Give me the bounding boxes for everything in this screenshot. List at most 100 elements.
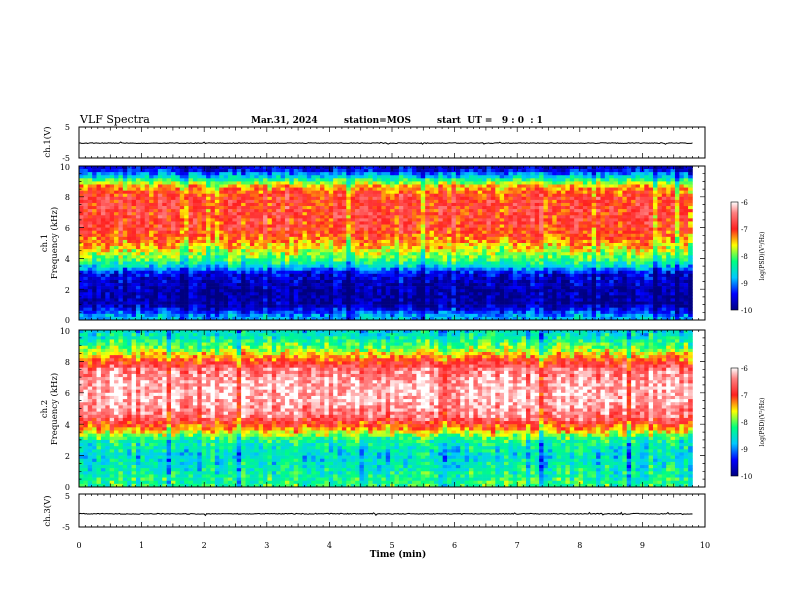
ch1-spectrogram-cell bbox=[561, 236, 566, 241]
ch1-spectrogram-cell bbox=[127, 196, 132, 201]
ch1-spectrogram-cell bbox=[236, 261, 242, 265]
ch1-spectrogram-cell bbox=[192, 246, 198, 250]
ch1-spectrogram-cell bbox=[232, 267, 238, 272]
ch1-spectrogram-cell bbox=[175, 199, 181, 204]
ch1-spectrogram-cell bbox=[206, 169, 211, 173]
ch1-spectrogram-cell bbox=[442, 212, 448, 216]
ch1-spectrogram-cell bbox=[192, 230, 198, 235]
ch1-spectrogram-cell bbox=[622, 221, 628, 225]
ch1-spectrogram-cell bbox=[201, 236, 207, 241]
ch1-spectrogram-cell bbox=[403, 206, 408, 210]
ch1-spectrogram-cell bbox=[539, 181, 544, 185]
ch1-spectrogram-cell bbox=[438, 193, 443, 198]
ch1-spectrogram-cell bbox=[407, 181, 413, 185]
ch1-spectrogram-cell bbox=[315, 270, 321, 275]
ch1-spectrogram-cell bbox=[263, 255, 268, 259]
ch1-spectrogram-cell bbox=[561, 255, 566, 259]
ch1-spectrogram-cell bbox=[184, 184, 189, 188]
ch1-spectrogram-cell bbox=[574, 175, 579, 179]
ch1-spectrogram-cell bbox=[385, 236, 391, 241]
ch1-spectrogram-cell bbox=[241, 181, 246, 185]
ch1-spectrogram-cell bbox=[442, 261, 448, 265]
ch1-spectrogram-cell bbox=[311, 243, 316, 247]
ch1-spectrogram-cell bbox=[276, 178, 281, 182]
ch1-spectrogram-cell bbox=[206, 261, 211, 265]
ch1-spectrogram-cell bbox=[320, 169, 325, 173]
ch1-waveform-ytick-top: 5 bbox=[65, 123, 70, 132]
ch1-spectrogram-cell bbox=[363, 261, 369, 265]
ch1-spectrogram-cell bbox=[346, 264, 351, 268]
ch1-spectrogram-cell bbox=[114, 230, 119, 235]
ch1-spectrogram-cell bbox=[617, 249, 623, 253]
ch1-spectrogram-cell bbox=[140, 267, 146, 272]
ch1-spectrogram-cell bbox=[166, 187, 172, 191]
ch1-spectrogram-cell bbox=[442, 218, 448, 222]
ch1-spectrogram-cell bbox=[512, 187, 518, 191]
ch1-spectrogram-cell bbox=[372, 202, 378, 207]
ch1-spectrogram-cell bbox=[578, 236, 584, 241]
ch1-spectrogram-cell bbox=[613, 196, 619, 201]
ch1-spectrogram-cell bbox=[433, 184, 439, 188]
ch1-spectrogram-cell bbox=[613, 184, 619, 188]
ch1-spectrogram-cell bbox=[683, 202, 689, 207]
ch1-spectrogram-cell bbox=[565, 196, 571, 201]
ch1-spectrogram-cell bbox=[587, 212, 592, 216]
ch1-spectrogram-cell bbox=[679, 196, 685, 201]
ch1-spectrogram-cell bbox=[267, 169, 273, 173]
ch1-spectrogram-cell bbox=[495, 258, 500, 262]
ch1-spectrogram-cell bbox=[534, 267, 540, 272]
ch1-spectrogram-cell bbox=[390, 230, 395, 235]
ch1-spectrogram-cell bbox=[188, 252, 194, 256]
ch1-spectrogram-cell bbox=[626, 249, 632, 253]
ch1-spectrogram-cell bbox=[149, 166, 154, 170]
ch1-spectrogram-cell bbox=[223, 218, 229, 222]
ch1-spectrogram-cell bbox=[201, 172, 207, 176]
ch1-spectrogram-cell bbox=[569, 187, 575, 191]
ch1-spectrogram-cell bbox=[355, 236, 360, 241]
ch1-spectrogram-cell bbox=[276, 212, 281, 216]
ch1-spectrogram-cell bbox=[565, 249, 571, 253]
ch1-spectrogram-cell bbox=[100, 187, 106, 191]
ch1-spectrogram-cell bbox=[363, 230, 369, 235]
ch1-spectrogram-cell bbox=[609, 215, 614, 219]
ch1-spectrogram-cell bbox=[447, 249, 452, 253]
ch1-spectrogram-cell bbox=[214, 212, 220, 216]
ch1-spectrogram-cell bbox=[171, 212, 176, 216]
ch1-spectrogram-cell bbox=[271, 196, 277, 201]
ch1-spectrogram-cell bbox=[578, 230, 584, 235]
ch1-spectrogram-cell bbox=[333, 181, 338, 185]
ch1-spectrogram-cell bbox=[109, 175, 115, 179]
ch1-spectrogram-cell bbox=[403, 236, 408, 241]
ch1-spectrogram-cell bbox=[298, 178, 303, 182]
ch1-spectrogram-cell bbox=[206, 193, 211, 198]
ch1-spectrogram-cell bbox=[223, 215, 229, 219]
ch1-spectrogram-cell bbox=[539, 175, 544, 179]
ch1-spectrogram-cell bbox=[539, 264, 544, 268]
ch1-spectrogram-cell bbox=[447, 199, 452, 204]
ch1-spectrogram-cell bbox=[473, 249, 479, 253]
ch1-spectrogram-cell bbox=[490, 236, 496, 241]
ch1-spectrogram-cell bbox=[569, 218, 575, 222]
ch1-spectrogram-cell bbox=[631, 230, 636, 235]
ch1-spectrogram-cell bbox=[192, 184, 198, 188]
ch1-spectrogram-cell bbox=[376, 175, 382, 179]
ch1-spectrogram-cell bbox=[447, 172, 452, 176]
ch1-spectrogram-cell bbox=[219, 264, 224, 268]
ch1-spectrogram-cell bbox=[280, 221, 286, 225]
ch1-spectrogram-cell bbox=[184, 243, 189, 247]
ch1-spectrogram-cell bbox=[210, 243, 216, 247]
ch1-spectrogram-cell bbox=[604, 258, 610, 262]
ch1-spectrogram-cell bbox=[626, 224, 632, 228]
ch1-spectrogram-cell bbox=[688, 212, 693, 216]
ch1-spectrogram-cell bbox=[622, 255, 628, 259]
ch1-spectrogram-cell bbox=[149, 224, 154, 228]
ch1-spectrogram-cell bbox=[613, 187, 619, 191]
ch1-spectrogram-cell bbox=[661, 267, 667, 272]
ch1-spectrogram-cell bbox=[197, 243, 202, 247]
ch1-spectrogram-cell bbox=[420, 199, 426, 204]
ch1-spectrogram-cell bbox=[407, 258, 413, 262]
ch1-spectrogram-cell bbox=[315, 193, 321, 198]
ch1-spectrogram-cell bbox=[263, 181, 268, 185]
ch1-spectrogram-cell bbox=[83, 193, 89, 198]
ch1-spectrogram-cell bbox=[276, 187, 281, 191]
